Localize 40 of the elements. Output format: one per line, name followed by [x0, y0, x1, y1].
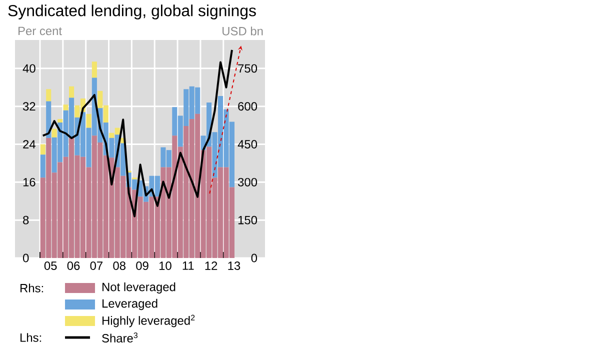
text: Lhs:: [20, 333, 42, 342]
text: Rhs:: [20, 284, 44, 292]
bar: [40, 154, 46, 178]
y2-tick-label: 150: [238, 216, 258, 224]
legend-label: Highly leveraged$^{2}$: [102, 314, 195, 328]
y-tick-label: 16: [23, 178, 36, 186]
bar: [46, 89, 52, 102]
y-tick-label: 32: [22, 102, 36, 111]
y-tick-label: 8: [23, 216, 29, 224]
legend-label: Leveraged: [102, 298, 158, 310]
bar: [58, 118, 63, 123]
y2-axis-title: USD bn: [222, 26, 263, 36]
y-tick-label: 24: [23, 140, 36, 148]
bar: [86, 114, 92, 128]
x-tick-label: 07: [90, 262, 102, 270]
x-tick-label: 10: [159, 262, 172, 270]
x-tick-label: 11: [182, 262, 194, 270]
bar: [52, 128, 57, 138]
y2-tick-label: 300: [238, 178, 258, 186]
y2-tick-label: 450: [238, 140, 258, 148]
x-tick-label: 05: [44, 262, 57, 270]
y-axis-title: Per cent: [18, 26, 62, 36]
x-tick-label: 08: [113, 262, 126, 270]
chart-title: Syndicated lending, global signings: [8, 4, 256, 20]
bar: [92, 62, 97, 78]
bar: [40, 144, 46, 155]
x-tick-label: 09: [136, 262, 148, 270]
x-tick-label: 06: [67, 262, 80, 270]
legend-label: Not leveraged: [102, 282, 176, 294]
bar: [63, 104, 68, 110]
line-series: [42, 48, 233, 218]
y-tick-label: 0: [22, 254, 29, 262]
x-tick-label: 12: [205, 262, 218, 270]
legend-label: Share$^{3}$: [102, 332, 138, 342]
bar: [69, 86, 74, 98]
x-tick-label: 13: [228, 262, 240, 270]
y2-tick-label: 750: [238, 64, 258, 73]
y-tick-label: 40: [22, 64, 36, 73]
y2-tick-label: 0: [251, 254, 258, 262]
y2-tick-label: 600: [238, 102, 258, 111]
